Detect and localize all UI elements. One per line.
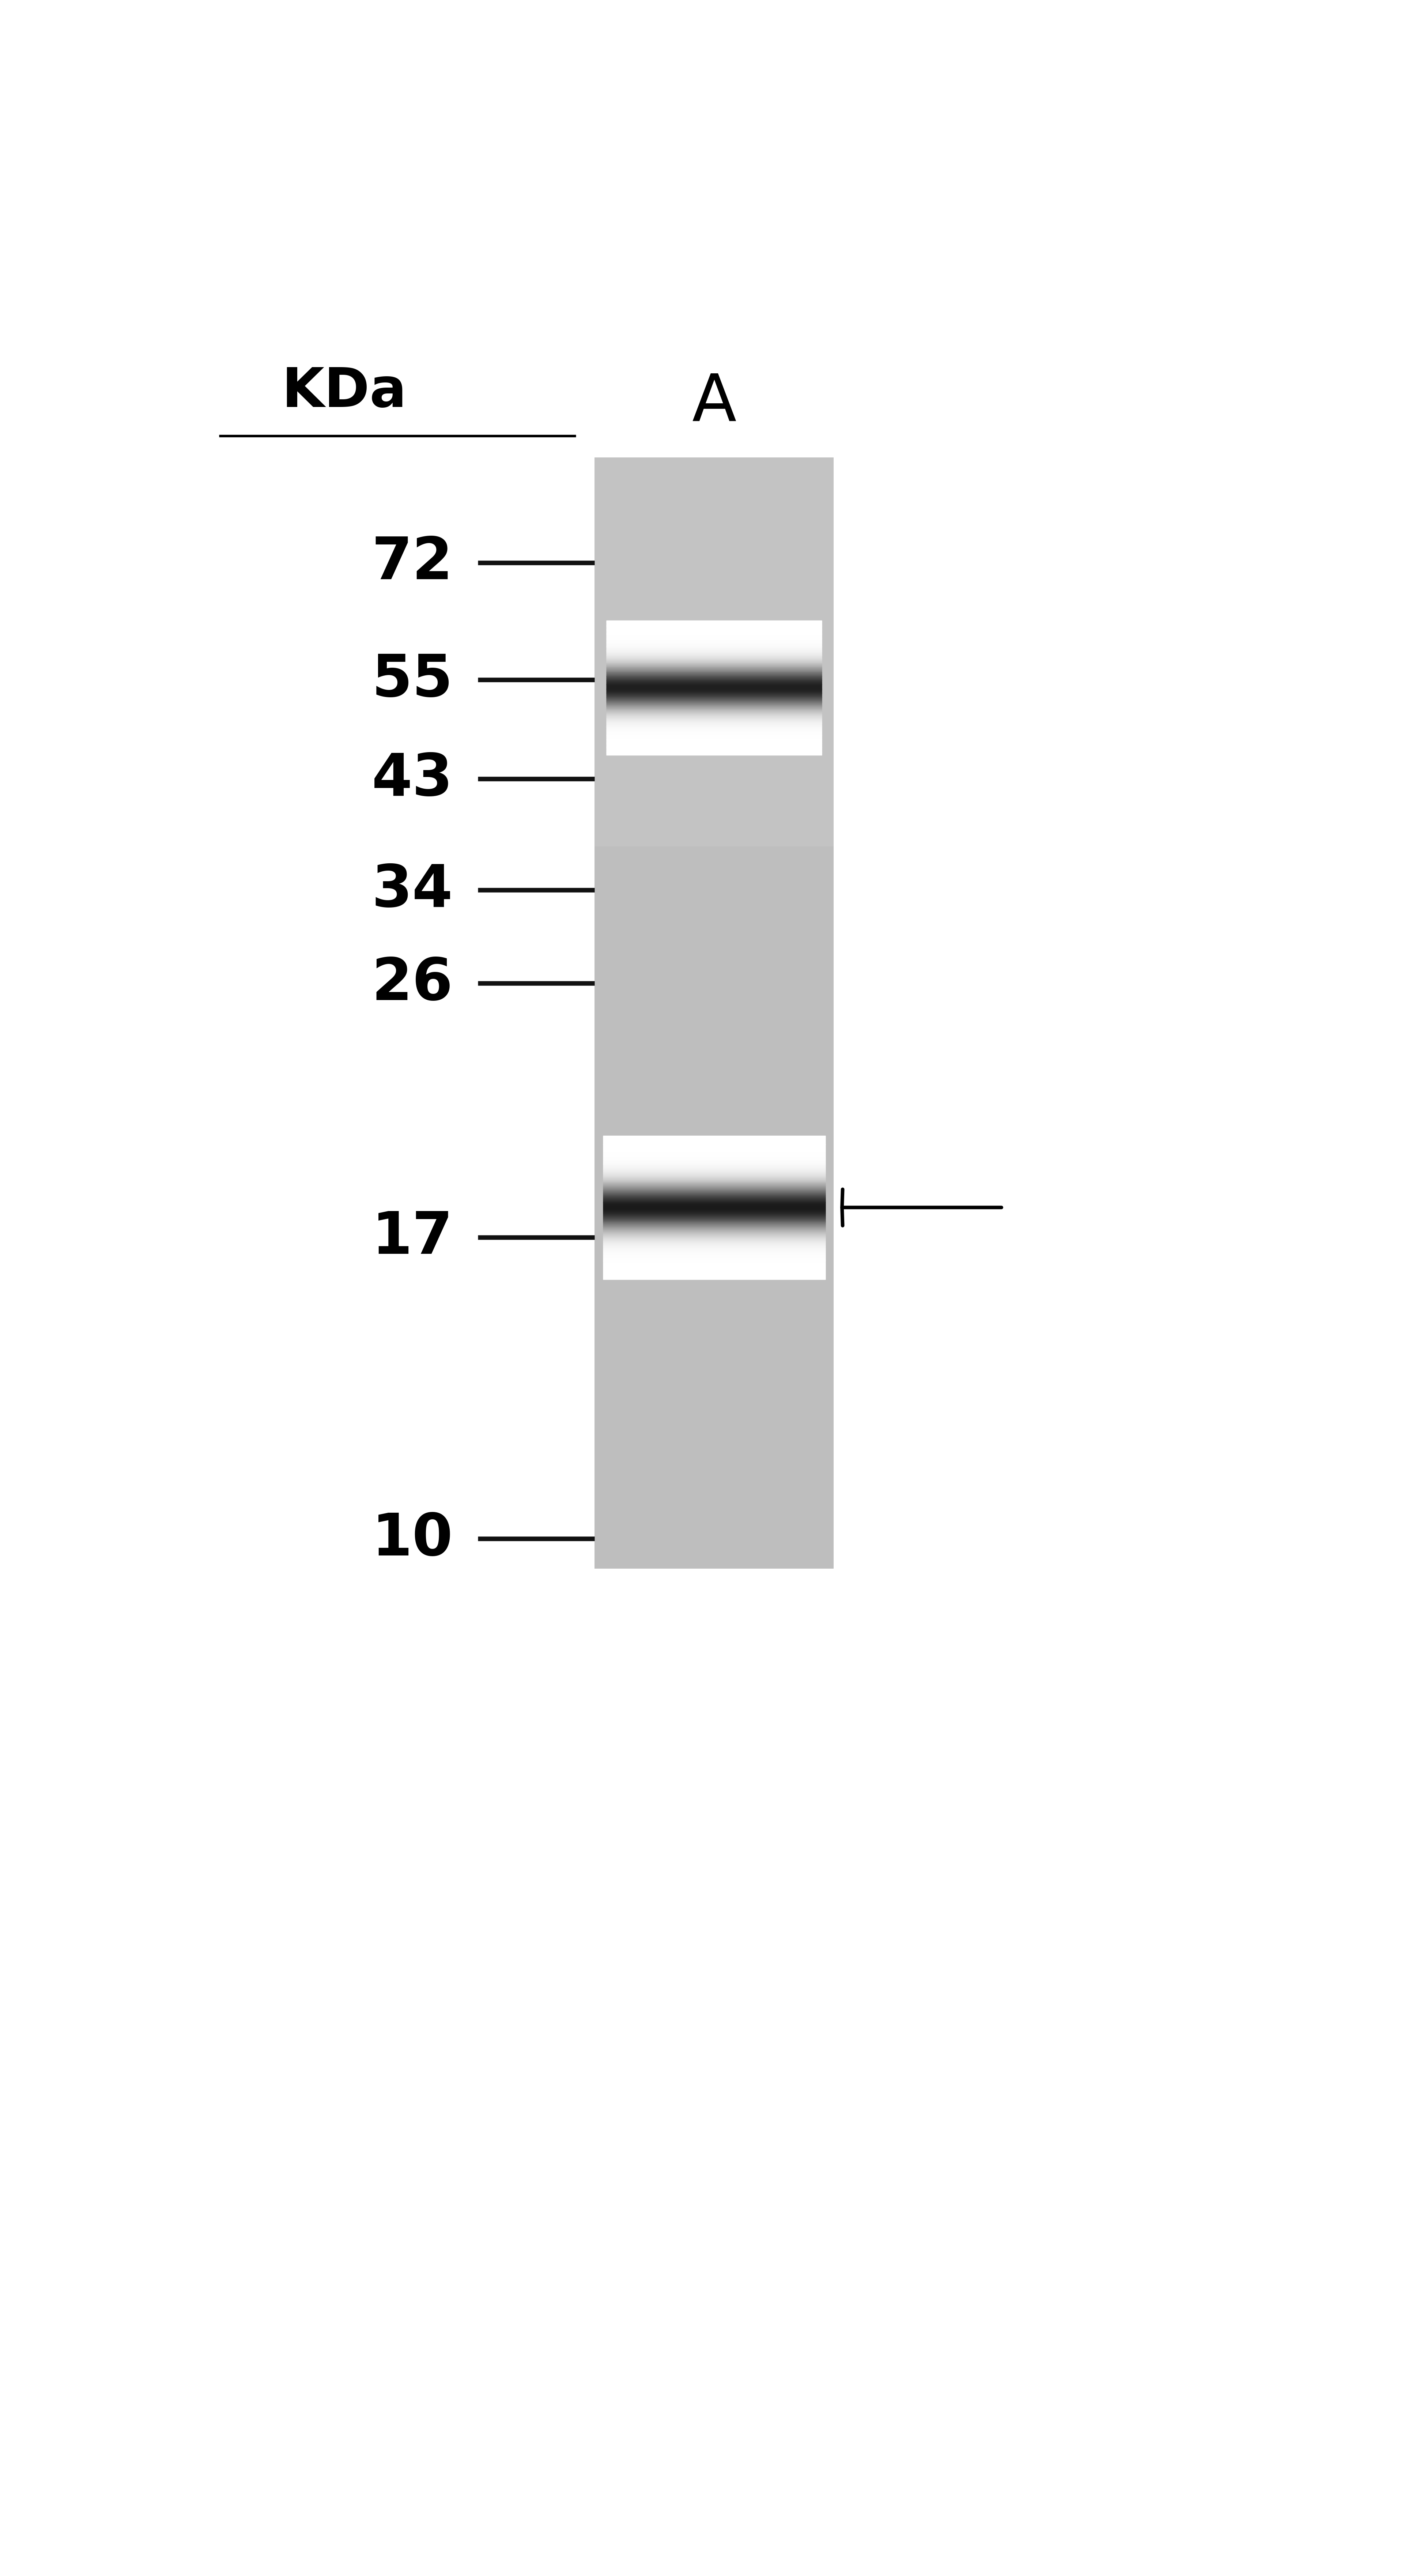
Text: 10: 10 [372,1510,453,1566]
Text: KDa: KDa [282,366,407,417]
Text: 72: 72 [372,536,453,592]
Text: 43: 43 [372,750,453,806]
Bar [594,459,834,848]
Text: 34: 34 [372,863,453,920]
Text: 26: 26 [372,956,453,1012]
Text: 17: 17 [372,1208,453,1265]
Text: A: A [692,371,736,435]
Bar [594,459,834,1569]
Text: 55: 55 [372,652,453,708]
